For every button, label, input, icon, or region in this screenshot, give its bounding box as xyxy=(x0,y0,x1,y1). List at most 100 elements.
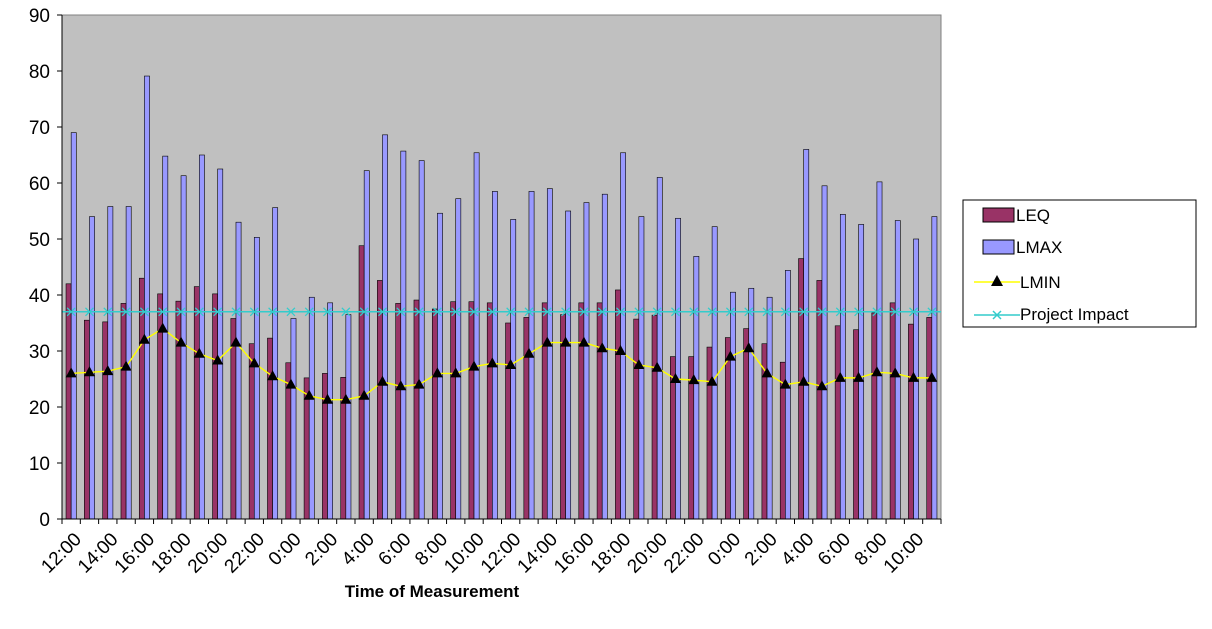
lmax-bar xyxy=(235,221,242,520)
y-tick-label: 50 xyxy=(29,230,50,251)
y-tick-label: 80 xyxy=(29,62,50,83)
project-impact-point xyxy=(561,307,571,317)
lmin-point xyxy=(651,361,663,372)
project-impact-point xyxy=(323,307,332,317)
lmax-bar xyxy=(601,193,608,520)
project-impact-point xyxy=(671,307,680,317)
lmin-point xyxy=(376,375,388,386)
lmin-point xyxy=(615,345,627,355)
project-impact-point xyxy=(121,307,131,317)
lmin-point xyxy=(212,354,224,365)
leq-bar xyxy=(633,318,640,520)
project-impact-line xyxy=(62,307,941,317)
project-impact-point xyxy=(396,307,406,317)
legend-item-lmin: LMIN xyxy=(974,273,1061,292)
leq-bar xyxy=(798,258,804,520)
project-impact-point xyxy=(66,307,76,317)
x-tick-label: 18:00 xyxy=(587,529,635,577)
lmax-bar xyxy=(931,216,938,520)
lmax-bar xyxy=(620,152,626,520)
project-impact-point xyxy=(780,307,790,317)
lmax-bar xyxy=(473,152,480,520)
y-axis: 0 10 20 30 40 50 60 70 80 90 xyxy=(29,6,63,531)
x-tick-label: 16:00 xyxy=(550,529,598,577)
leq-bar xyxy=(377,280,383,520)
project-impact-point xyxy=(927,307,937,317)
x-tick-label: 20:00 xyxy=(623,529,671,577)
lmax-bar xyxy=(565,210,572,520)
lmin-point xyxy=(560,336,572,347)
x-tick-label: 20:00 xyxy=(184,529,232,577)
lmin-point xyxy=(450,367,462,378)
project-impact-point xyxy=(909,307,918,317)
project-impact-point xyxy=(725,307,735,317)
x-axis: 12:0014:0016:0018:0020:0022:000:002:004:… xyxy=(37,518,942,578)
lmax-bar xyxy=(675,217,681,520)
lmax-bar xyxy=(839,214,846,520)
y-tick-label: 60 xyxy=(29,174,50,195)
project-impact-point xyxy=(194,307,204,317)
project-impact-point xyxy=(341,307,351,317)
lmax-bar xyxy=(70,132,77,520)
project-impact-point xyxy=(304,307,314,317)
leq-bar xyxy=(486,302,493,520)
lmin-point xyxy=(761,367,773,378)
lmax-bar xyxy=(272,207,279,520)
leq-bar xyxy=(578,302,585,520)
x-tick-label: 4:00 xyxy=(777,529,818,570)
lmin-line xyxy=(65,322,938,404)
x-tick-label: 10:00 xyxy=(440,529,488,577)
project-impact-point xyxy=(597,307,607,317)
lmin-point xyxy=(83,366,95,377)
lmin-point xyxy=(743,342,755,353)
leq-bar xyxy=(175,300,182,520)
lmin-point xyxy=(431,367,443,378)
leq-bar xyxy=(706,346,713,520)
lmax-bar xyxy=(858,224,865,520)
leq-bar xyxy=(413,299,420,520)
project-impact-point xyxy=(579,307,589,317)
leq-bar xyxy=(395,303,402,520)
lmin-point xyxy=(541,336,553,347)
project-impact-point xyxy=(103,307,113,317)
lmax-bar xyxy=(748,287,755,520)
leq-bar xyxy=(871,312,878,520)
lmin-point xyxy=(193,347,205,358)
lmax-bar xyxy=(455,198,462,520)
lmax-bar xyxy=(766,296,773,520)
leq-bar xyxy=(724,337,731,520)
lmin-point xyxy=(834,371,846,382)
project-impact-point xyxy=(707,307,717,317)
project-impact-point xyxy=(469,307,479,317)
project-impact-point xyxy=(85,307,94,317)
lmax-bar xyxy=(144,75,150,520)
leq-bar xyxy=(65,283,72,520)
leq-bar xyxy=(541,302,548,520)
x-tick-label: 6:00 xyxy=(814,529,855,570)
x-tick-label: 16:00 xyxy=(111,529,159,577)
project-impact-point xyxy=(213,307,223,317)
project-impact-point xyxy=(542,307,552,317)
leq-bar xyxy=(267,337,273,520)
lmin-point xyxy=(486,357,498,368)
project-impact-point xyxy=(817,307,827,317)
y-tick-label: 0 xyxy=(39,510,50,531)
legend-item-leq: LEQ xyxy=(982,206,1050,225)
x-tick-label: 4:00 xyxy=(338,529,379,570)
leq-bar xyxy=(651,314,658,520)
project-impact-point xyxy=(506,307,516,317)
lmax-bar xyxy=(803,149,810,520)
legend: LEQ LMAX LMIN Project Impact xyxy=(962,199,1197,328)
x-tick-label: 10:00 xyxy=(880,529,928,577)
lmin-polyline xyxy=(71,327,932,401)
lmax-bar xyxy=(876,181,883,520)
lmin-point xyxy=(669,373,681,383)
lmin-point xyxy=(285,378,297,389)
lmax-bar xyxy=(382,134,388,520)
lmin-point xyxy=(596,342,608,353)
x-tick-label: 18:00 xyxy=(147,529,195,577)
lmax-bar xyxy=(327,302,333,520)
leq-bar xyxy=(120,303,127,520)
lmax-bar xyxy=(107,206,114,520)
lmax-bar xyxy=(400,150,407,520)
